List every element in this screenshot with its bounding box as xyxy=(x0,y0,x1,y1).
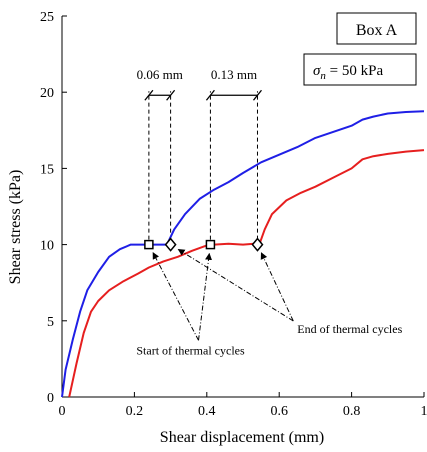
x-tick-label: 0.4 xyxy=(198,404,216,419)
normal-stress-label: σn = 50 kPa xyxy=(313,63,383,82)
series-line-2 xyxy=(68,149,425,398)
y-tick-label: 5 xyxy=(47,315,54,330)
annotation-label: Start of thermal cycles xyxy=(136,343,245,357)
x-axis-label: Shear displacement (mm) xyxy=(160,429,324,446)
normal-stress-box: σn = 50 kPa xyxy=(303,53,417,86)
x-tick-label: 0.2 xyxy=(126,404,144,419)
annotation-arrow xyxy=(198,252,213,341)
diamond-marker xyxy=(164,237,177,252)
box-a-label: Box A xyxy=(356,22,398,39)
x-tick-label: 0.6 xyxy=(270,404,288,419)
annotation-arrow xyxy=(260,252,294,322)
x-tick-label: 0.8 xyxy=(343,404,361,419)
y-tick-label: 0 xyxy=(47,391,54,406)
box-a-label-box: Box A xyxy=(336,12,417,45)
square-marker xyxy=(144,239,154,250)
annotation-arrow xyxy=(177,248,294,322)
y-tick-label: 15 xyxy=(40,162,54,177)
y-tick-label: 10 xyxy=(40,239,54,254)
y-tick-label: 20 xyxy=(40,86,54,101)
dimension-tick xyxy=(166,89,176,101)
x-tick-label: 1 xyxy=(421,404,427,419)
y-tick-label: 25 xyxy=(40,10,54,25)
annotation-label: End of thermal cycles xyxy=(297,322,402,336)
dimension-label: 0.06 mm xyxy=(137,67,183,82)
series-line-1 xyxy=(61,110,425,398)
dimension-tick xyxy=(205,89,215,101)
diamond-marker xyxy=(251,237,264,252)
y-axis-label: Shear stress (kPa) xyxy=(7,170,24,285)
annotation-arrow xyxy=(152,251,199,341)
dimension-tick xyxy=(252,89,262,101)
dimension-label: 0.13 mm xyxy=(211,67,257,82)
dimension-tick xyxy=(144,89,154,101)
square-marker xyxy=(205,239,216,250)
x-tick-label: 0 xyxy=(59,404,66,419)
